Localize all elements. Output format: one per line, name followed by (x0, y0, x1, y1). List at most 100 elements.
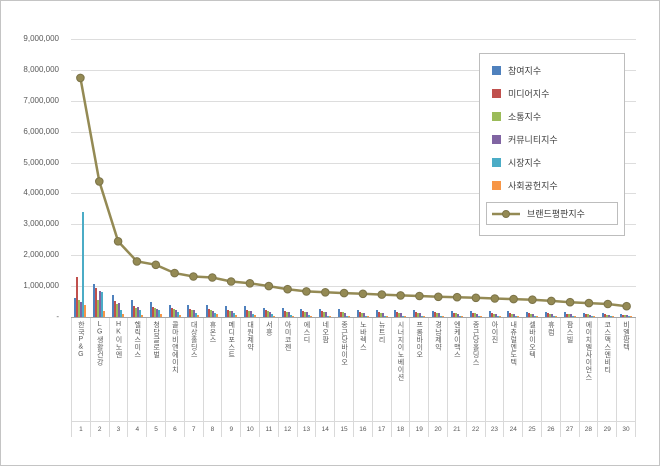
rank-number: 16 (352, 422, 372, 437)
bar-소통지수 (379, 313, 382, 317)
y-tick-label: 2,000,000 (23, 250, 59, 260)
category-label-text: 휴럼 (547, 321, 555, 336)
bar-참여지수 (281, 308, 284, 317)
legend-swatch-icon (492, 66, 501, 75)
category-label: 콜마비앤에이치 (164, 318, 184, 421)
rank-number: 27 (559, 422, 579, 437)
line-marker (603, 299, 613, 309)
bar-미디어지수 (245, 310, 248, 317)
bar-커뮤니티지수 (607, 315, 610, 317)
bar-group (259, 39, 278, 317)
bar-커뮤니티지수 (456, 314, 459, 317)
bar-참여지수 (601, 313, 604, 317)
line-marker (95, 177, 104, 186)
y-tick-label: 7,000,000 (23, 95, 59, 105)
category-label-text: 엔케이맥스 (453, 321, 461, 359)
bar-group (203, 39, 222, 317)
legend-swatch-icon (492, 181, 501, 190)
y-tick-label: 3,000,000 (23, 219, 59, 229)
bar-사회공헌지수 (253, 315, 256, 317)
bar-시장지수 (82, 212, 85, 317)
line-marker (283, 284, 292, 294)
bar-커뮤니티지수 (494, 314, 497, 317)
rank-number: 13 (296, 422, 316, 437)
bar-미디어지수 (490, 313, 493, 317)
legend-item-미디어지수: 미디어지수 (492, 87, 612, 100)
legend-label: 미디어지수 (508, 89, 550, 99)
bar-group (579, 39, 598, 317)
bar-시장지수 (214, 313, 217, 317)
bar-소통지수 (153, 308, 156, 317)
category-axis: 한국P&G LG생활건강 HK이노엔 헬릭스미스 청담글로벌 콜마비앤에이치 대상홀딩스 휴온… (71, 317, 636, 437)
category-label: 코스맥스엔비티 (597, 318, 616, 421)
bar-커뮤니티지수 (475, 314, 478, 317)
y-tick-label: 9,000,000 (23, 34, 59, 43)
legend-item-시장지수: 시장지수 (492, 156, 612, 169)
bar-커뮤니티지수 (193, 310, 196, 317)
gridline (71, 255, 636, 257)
bar-group (90, 39, 109, 317)
bar-커뮤니티지수 (118, 303, 121, 317)
bar-소통지수 (473, 313, 476, 317)
line-marker (547, 296, 556, 306)
bar-소통지수 (567, 314, 570, 317)
legend-swatch-icon (492, 112, 501, 121)
category-label: 헬릭스미스 (127, 318, 146, 421)
bar-미디어지수 (509, 313, 512, 317)
bar-사회공헌지수 (442, 316, 445, 317)
brand-index-line-chart (76, 73, 631, 311)
bar-소통지수 (116, 304, 119, 317)
bar-시장지수 (496, 316, 499, 317)
bar-커뮤니티지수 (569, 314, 572, 317)
category-label-text: 콜마비앤에이치 (171, 321, 179, 374)
rank-number: 26 (540, 422, 560, 437)
line-marker (302, 287, 311, 296)
bar-참여지수 (93, 284, 96, 317)
bar-사회공헌지수 (178, 315, 181, 317)
bar-참여지수 (488, 311, 491, 317)
category-label: 아이진 (484, 318, 504, 421)
bar-미디어지수 (151, 307, 154, 317)
bar-미디어지수 (528, 313, 531, 317)
bar-커뮤니티지수 (551, 314, 554, 317)
bar-커뮤니티지수 (249, 311, 252, 317)
category-label: 팜스빌 (559, 318, 579, 421)
bar-사회공헌지수 (555, 316, 558, 317)
bar-커뮤니티지수 (99, 291, 102, 317)
line-marker (208, 273, 217, 282)
bar-참여지수 (319, 309, 322, 317)
bar-미디어지수 (264, 310, 267, 317)
bar-시장지수 (138, 310, 141, 317)
category-label: 에이치엘사이언스 (578, 318, 598, 421)
legend: 참여지수 미디어지수 소통지수 커뮤니티지수 시장지수 사회공헌지수 브랜드평판지수 (479, 53, 625, 236)
bar-참여지수 (432, 311, 435, 317)
bar-미디어지수 (76, 277, 79, 317)
gridline (71, 193, 636, 195)
bar-사회공헌지수 (310, 316, 313, 317)
rank-number: 7 (183, 422, 203, 437)
bar-group (617, 39, 636, 317)
legend-label: 브랜드평판지수 (527, 209, 585, 219)
bar-group (410, 39, 429, 317)
gridline (71, 100, 636, 102)
rank-number: 24 (503, 422, 522, 437)
bar-미디어지수 (452, 313, 455, 317)
bar-커뮤니티지수 (287, 312, 290, 317)
rank-number: 23 (484, 422, 504, 437)
bar-미디어지수 (340, 312, 342, 317)
bar-미디어지수 (189, 309, 192, 317)
line-marker (245, 279, 255, 288)
bar-소통지수 (285, 312, 288, 317)
bar-소통지수 (586, 314, 589, 317)
bar-커뮤니티지수 (588, 315, 591, 317)
bar-소통지수 (323, 312, 326, 317)
bar-group (146, 39, 165, 317)
category-label: 비엘팜텍 (616, 318, 636, 421)
bar-소통지수 (511, 314, 514, 317)
bar-group (297, 39, 316, 317)
bar-미디어지수 (170, 308, 173, 317)
bar-참여지수 (300, 309, 303, 317)
y-tick-label: 5,000,000 (23, 157, 59, 167)
y-tick-label: - (56, 312, 59, 321)
bar-소통지수 (191, 310, 194, 317)
